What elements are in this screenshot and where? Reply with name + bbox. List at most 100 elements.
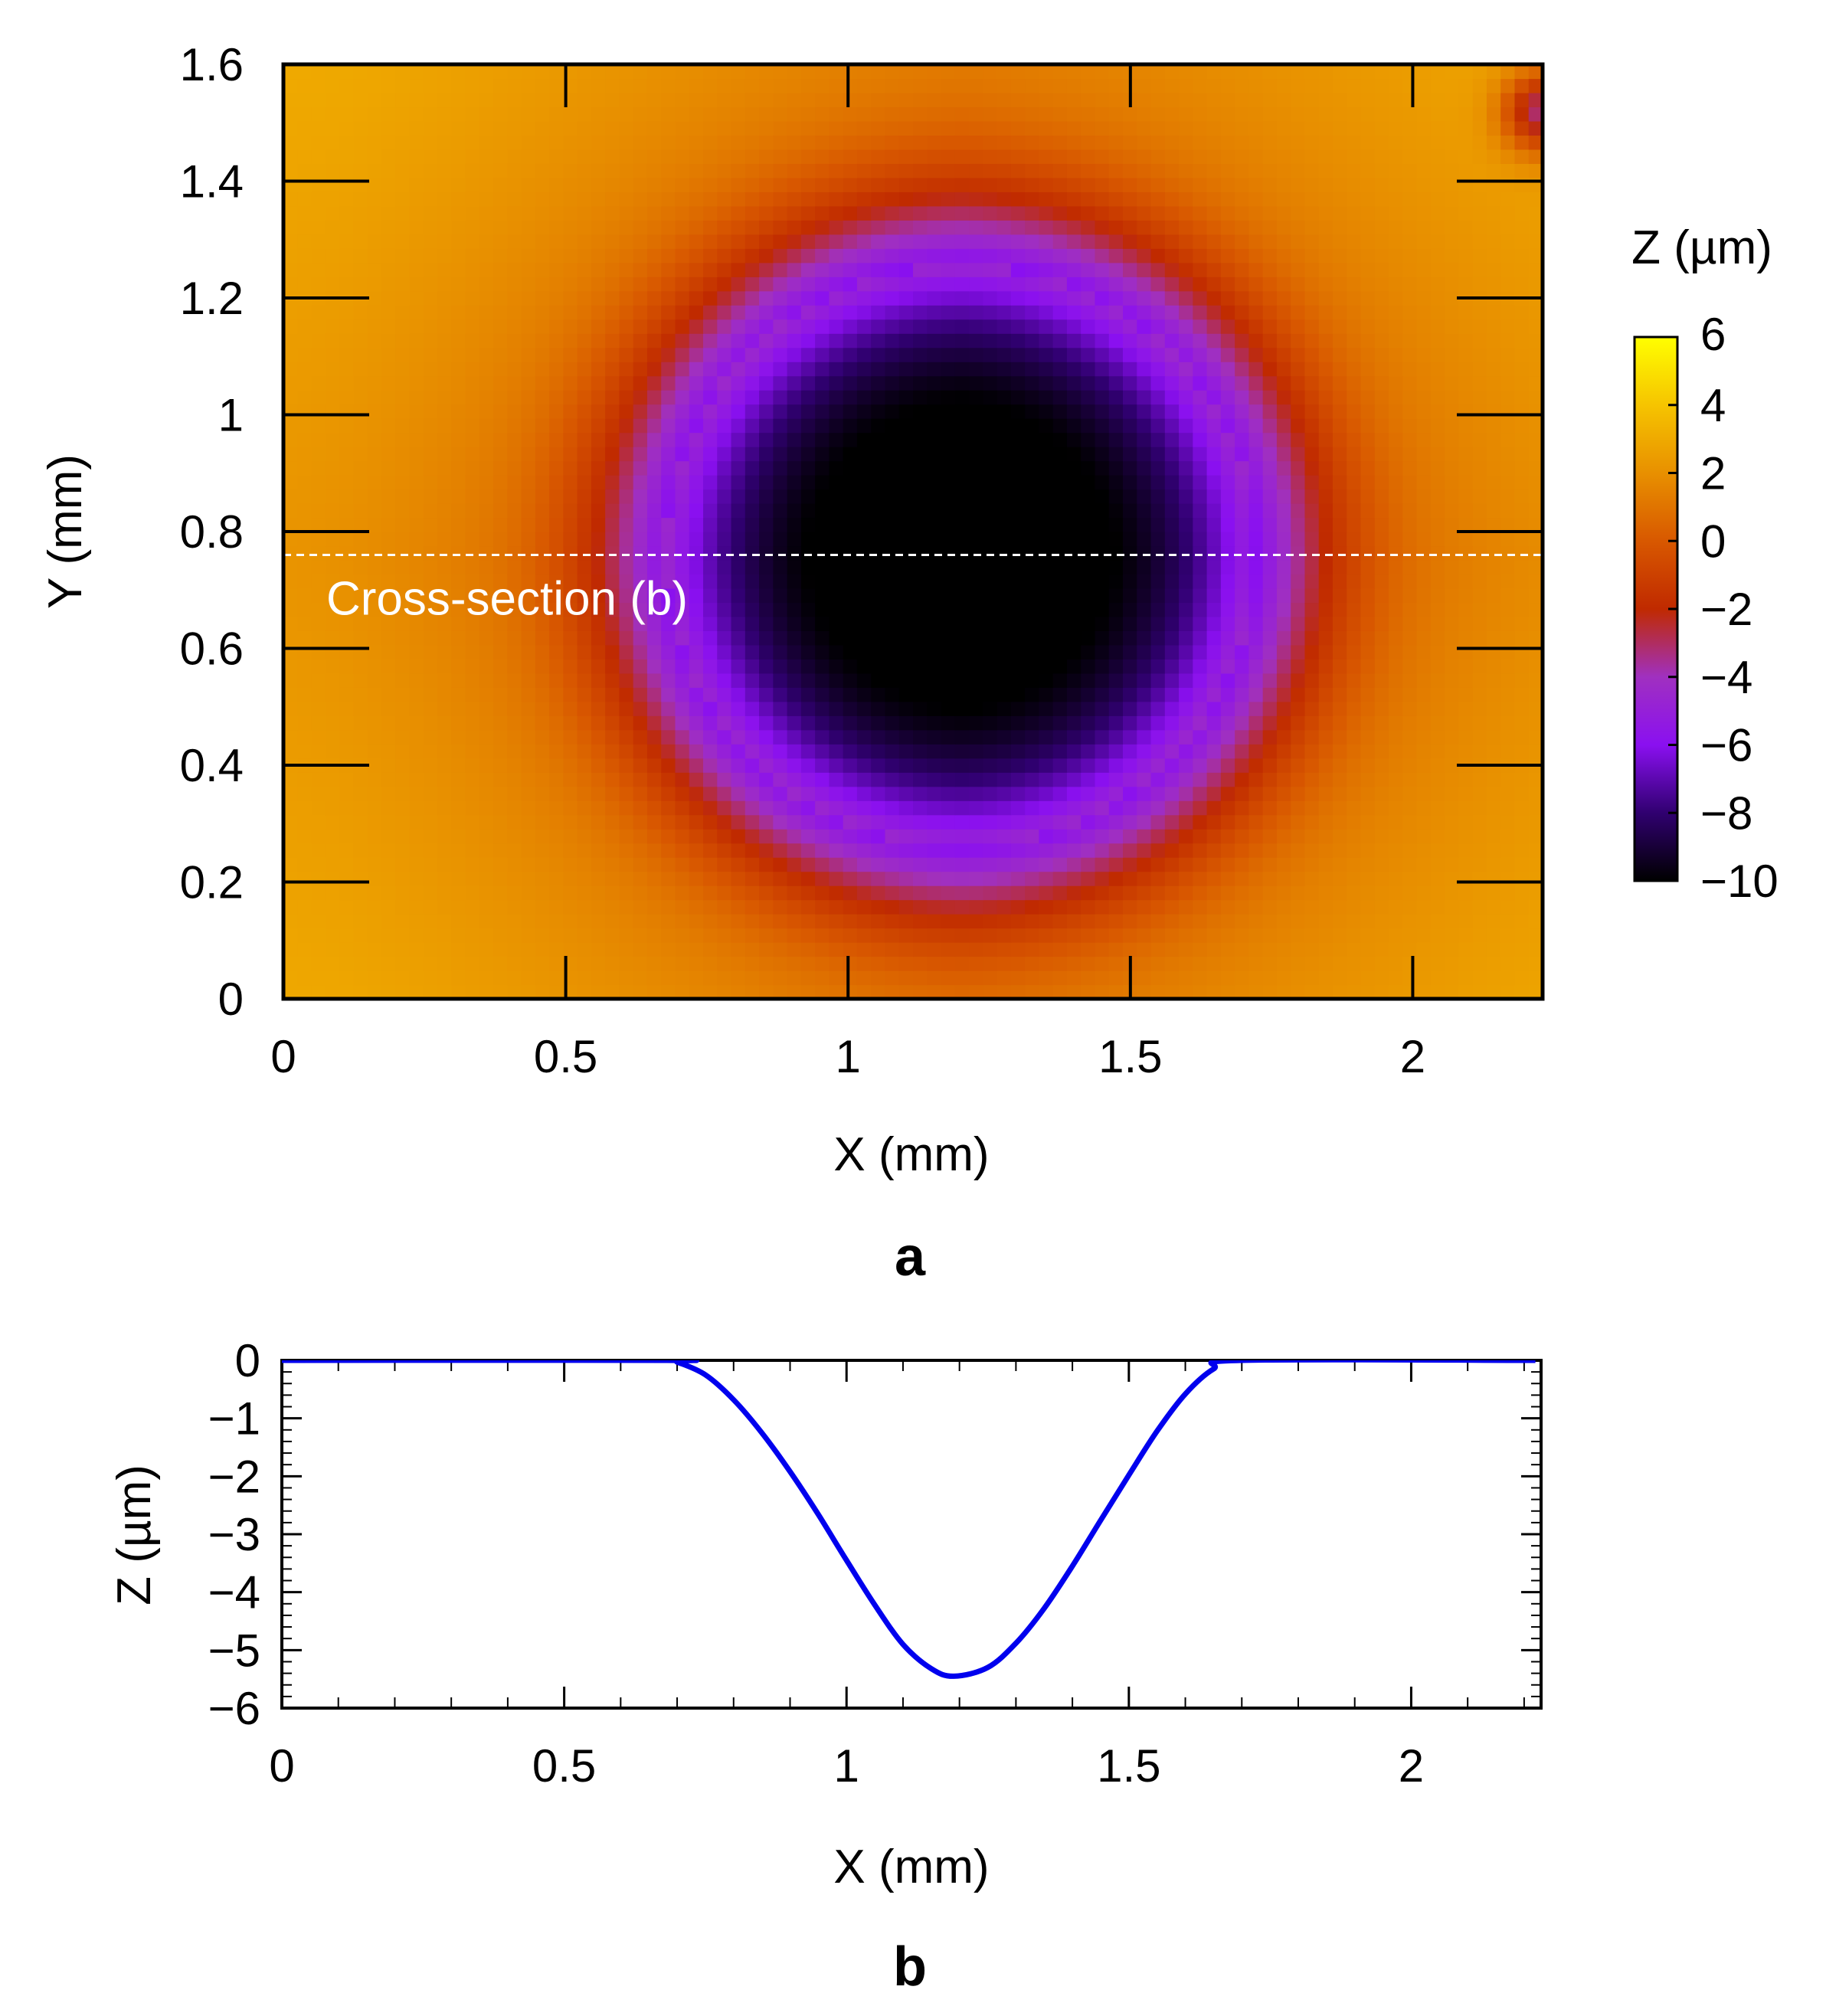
heatmap-cell (829, 871, 844, 886)
heatmap-cell (1458, 687, 1474, 702)
heatmap-cell (689, 885, 704, 901)
heatmap-cell (1500, 390, 1516, 405)
heatmap-cell (563, 489, 578, 504)
heatmap-cell (996, 545, 1012, 561)
heatmap-cell (1374, 687, 1389, 702)
heatmap-cell (1333, 220, 1347, 235)
heatmap-cell (297, 362, 313, 377)
heatmap-cell (1445, 744, 1459, 759)
heatmap-cell (703, 362, 718, 377)
heatmap-cell (1374, 829, 1389, 844)
heatmap-cell (1262, 857, 1278, 872)
heatmap-cell (619, 602, 634, 617)
heatmap-cell (479, 587, 494, 604)
heatmap-cell (1402, 630, 1418, 646)
heatmap-cell (1430, 290, 1445, 306)
heatmap-cell (675, 277, 690, 292)
heatmap-cell (395, 970, 410, 986)
heatmap-cell (913, 248, 928, 263)
heatmap-cell (1039, 574, 1054, 589)
heatmap-cell (325, 362, 340, 377)
heatmap-cell (1108, 290, 1124, 306)
heatmap-cell (954, 729, 970, 745)
heatmap-cell (535, 460, 550, 476)
heatmap-cell (353, 447, 368, 462)
heatmap-cell (829, 262, 844, 277)
heatmap-cell (507, 857, 522, 872)
heatmap-cell (493, 587, 508, 604)
heatmap-cell (1445, 984, 1459, 999)
heatmap-cell (871, 305, 886, 320)
heatmap-cell (591, 475, 606, 490)
heatmap-cell (1430, 616, 1445, 631)
heatmap-cell (479, 205, 494, 221)
heatmap-cell (913, 786, 928, 801)
heatmap-cell (591, 375, 606, 391)
heatmap-cell (744, 715, 760, 731)
heatmap-cell (815, 602, 830, 617)
heatmap-cell (885, 984, 900, 999)
heatmap-cell (353, 277, 368, 292)
heatmap-cell (521, 447, 536, 462)
heatmap-cell (1248, 532, 1264, 547)
heatmap-cell (1430, 489, 1445, 504)
heatmap-cell (605, 616, 620, 631)
heatmap-cell (381, 277, 396, 292)
heatmap-cell (423, 432, 438, 447)
heatmap-cell (996, 220, 1012, 235)
heatmap-cell (1347, 559, 1362, 575)
heatmap-cell (1347, 928, 1362, 943)
heatmap-cell (1374, 885, 1389, 901)
heatmap-cell (1402, 234, 1418, 249)
heatmap-cell (1430, 644, 1445, 659)
heatmap-cell (744, 857, 760, 872)
heatmap-cell (1347, 305, 1362, 320)
heatmap-cell (521, 786, 536, 801)
heatmap-cell (898, 517, 914, 532)
heatmap-cell (1108, 701, 1124, 716)
heatmap-cell (773, 489, 788, 504)
heatmap-cell (954, 885, 970, 901)
heatmap-cell (437, 673, 452, 688)
heatmap-cell (675, 701, 690, 716)
heatmap-cell (1445, 758, 1459, 773)
heatmap-cell (283, 319, 298, 334)
heatmap-cell (437, 432, 452, 447)
heatmap-cell (409, 532, 424, 547)
heatmap-cell (605, 673, 620, 688)
heatmap-cell (437, 602, 452, 617)
heatmap-cell (1389, 319, 1403, 334)
heatmap-cell (591, 447, 606, 462)
heatmap-cell (1039, 928, 1054, 943)
heatmap-cell (311, 956, 326, 971)
heatmap-cell (1164, 715, 1180, 731)
heatmap-cell (954, 587, 970, 604)
heatmap-cell (493, 248, 508, 263)
heatmap-cell (1528, 729, 1543, 745)
heatmap-cell (1248, 630, 1264, 646)
heatmap-cell (493, 786, 508, 801)
heatmap-cell (1486, 362, 1501, 377)
heatmap-cell (451, 928, 466, 943)
heatmap-cell (1262, 673, 1278, 688)
heatmap-cell (1458, 220, 1474, 235)
heatmap-cell (731, 899, 746, 915)
heatmap-cell (1164, 220, 1180, 235)
heatmap-cell (465, 220, 480, 235)
heatmap-cell (619, 970, 634, 986)
heatmap-cell (1318, 673, 1334, 688)
heatmap-cell (1360, 758, 1376, 773)
heatmap-cell (1179, 885, 1193, 901)
heatmap-cell (325, 701, 340, 716)
heatmap-cell (493, 630, 508, 646)
heatmap-cell (1347, 687, 1362, 702)
heatmap-cell (381, 262, 396, 277)
heatmap-cell (1025, 644, 1039, 659)
heatmap-cell (1528, 616, 1543, 631)
heatmap-cell (465, 616, 480, 631)
heatmap-cell (1010, 517, 1026, 532)
heatmap-cell (646, 587, 662, 604)
heatmap-cell (1304, 829, 1320, 844)
heatmap-cell (1262, 899, 1278, 915)
heatmap-cell (646, 928, 662, 943)
